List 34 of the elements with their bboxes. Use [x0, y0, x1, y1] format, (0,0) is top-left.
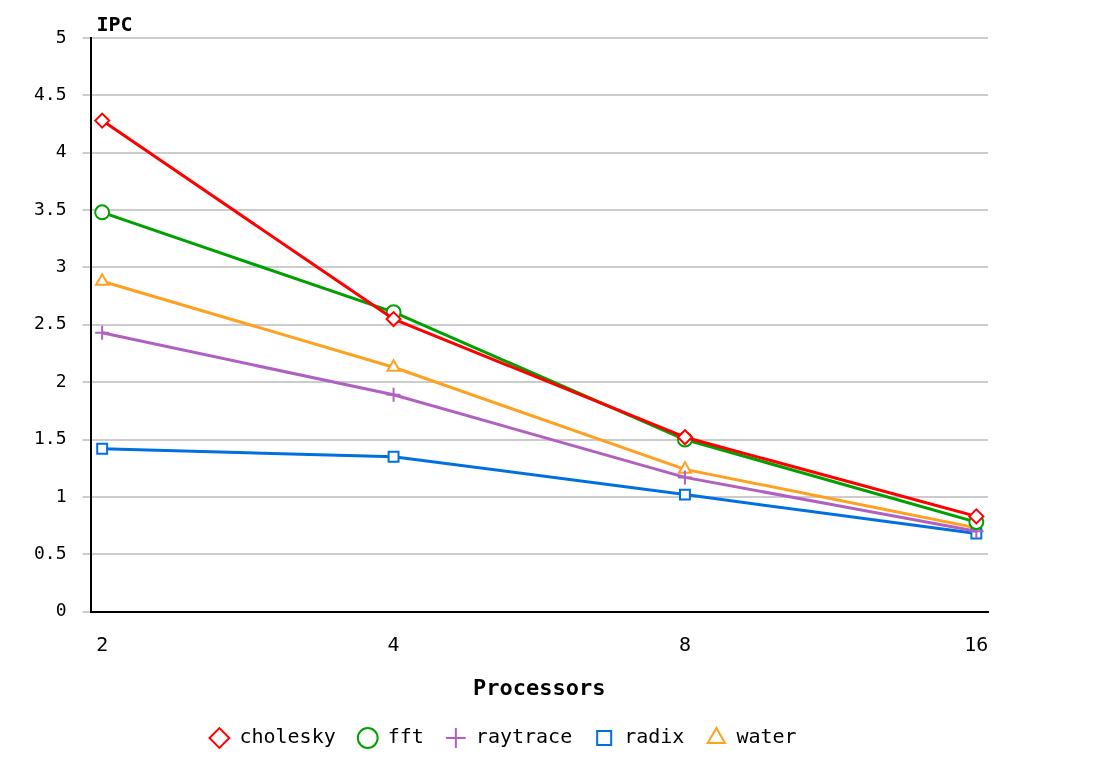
point — [386, 359, 401, 372]
x-axis-title: Processors — [473, 674, 606, 700]
y-tick-label: 4 — [55, 140, 67, 162]
point — [385, 386, 402, 403]
point — [679, 488, 691, 501]
legend-label: raytrace — [475, 724, 573, 749]
point — [94, 324, 111, 341]
point — [676, 469, 693, 486]
y-axis-title: IPC — [96, 12, 133, 37]
point — [94, 112, 111, 129]
legend-label: radix — [624, 724, 685, 749]
point — [968, 508, 985, 525]
y-tick-label: 3.5 — [34, 197, 67, 219]
y-tick-label: 0 — [55, 599, 67, 621]
y-tick-label: 2.5 — [34, 312, 67, 334]
x-tick-label: 2 — [96, 631, 109, 656]
legend-label: cholesky — [239, 724, 336, 749]
y-tick-label: 5 — [55, 25, 67, 47]
point — [94, 204, 111, 221]
y-tick-label: 1 — [55, 484, 67, 506]
point — [385, 311, 402, 328]
legend-label: fft — [387, 724, 424, 749]
y-tick-label: 4.5 — [34, 83, 67, 105]
legend-label: water — [736, 724, 797, 749]
x-tick-label: 4 — [387, 631, 400, 656]
y-tick-label: 3 — [55, 255, 67, 277]
y-tick-label: 2 — [55, 369, 67, 391]
y-tick-label: 1.5 — [34, 427, 67, 449]
y-tick-label: 0.5 — [34, 541, 67, 563]
point — [95, 273, 110, 286]
point — [96, 442, 109, 455]
point — [387, 450, 400, 463]
x-tick-label: 8 — [678, 631, 691, 656]
x-tick-label: 16 — [964, 631, 989, 656]
